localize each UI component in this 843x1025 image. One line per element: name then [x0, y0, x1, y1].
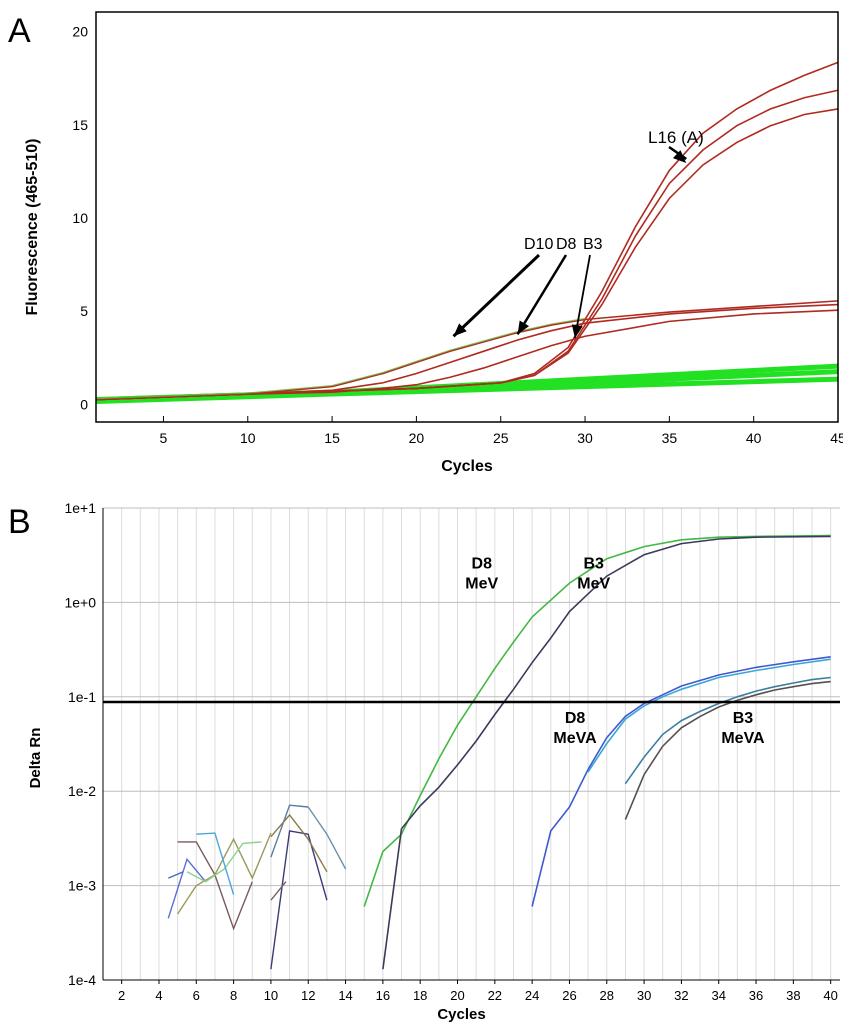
annotation-arrowhead [453, 323, 467, 337]
delta-rn-curve-3 [531, 656, 831, 907]
panel-b-chart: 2 4 6 8 10 12 14 16 18 20 22 24 26 28 30 32 34 36 38 401e+1… [27, 500, 840, 1023]
x-tick-label: 16 [376, 988, 390, 1003]
x-tick-label: 8 [230, 988, 237, 1003]
annotation-arrowhead [672, 150, 687, 163]
x-tick-label: 10 [264, 988, 278, 1003]
x-tick-label: 2 [118, 988, 125, 1003]
delta-rn-curve-16 [270, 881, 287, 901]
delta-rn-curve-5 [624, 680, 831, 820]
annotation-label: D10 [524, 236, 553, 253]
panel-a-chart: 5 10 15 20 25 30 35 40 45 0 5 10 15 20 Cycles Fluoresce… [24, 11, 843, 475]
x-tick-label: 30 [577, 430, 593, 446]
curve-label: D8 [565, 710, 586, 727]
x-tick-label: 32 [674, 988, 688, 1003]
y-tick-label: 1e-2 [68, 783, 96, 799]
delta-rn-curve-7 [167, 857, 207, 919]
overlay-curve [95, 317, 586, 400]
panel-b-label: B [8, 503, 31, 541]
annotation-arrowhead [571, 324, 583, 339]
x-tick-label: 12 [301, 988, 315, 1003]
annotation-arrow [452, 253, 541, 338]
delta-rn-curve-17 [168, 871, 184, 879]
delta-rn-curve-11 [196, 832, 235, 895]
x-tick-label: 4 [155, 988, 162, 1003]
annotation-label: B3 [583, 236, 603, 253]
x-tick-label: 22 [488, 988, 502, 1003]
x-tick-label: 45 [830, 430, 843, 446]
x-tick-label: 10 [240, 430, 256, 446]
delta-rn-curve-12 [270, 830, 328, 970]
y-tick-label: 10 [72, 210, 88, 226]
y-axis-label: Delta Rn [27, 728, 44, 789]
amplification-curve-2 [95, 303, 839, 401]
delta-rn-curve-1 [363, 534, 831, 907]
y-tick-label: 1e-1 [68, 689, 96, 705]
x-tick-label: 5 [160, 430, 168, 446]
delta-rn-curve-6 [624, 676, 831, 785]
x-tick-label: 15 [324, 430, 340, 446]
curve-label: MeV [465, 575, 498, 592]
annotation-arrow [516, 254, 568, 336]
annotation-arrow [574, 254, 591, 339]
y-axis-label: Fluorescence (465-510) [24, 139, 41, 316]
y-tick-label: 1e-4 [68, 972, 96, 988]
delta-rn-curve-9 [177, 832, 272, 915]
x-axis-label: Cycles [441, 458, 493, 475]
delta-rn-curve-2 [382, 535, 831, 970]
curve-label: MeV [577, 575, 610, 592]
curve-label: MeVA [721, 730, 765, 747]
amplification-curve-5 [95, 89, 839, 401]
x-tick-label: 35 [662, 430, 678, 446]
delta-rn-curve-10 [186, 841, 262, 883]
x-tick-label: 40 [823, 988, 837, 1003]
panel-a-label: A [8, 12, 31, 50]
y-tick-label: 20 [72, 24, 88, 40]
y-tick-label: 5 [80, 303, 88, 319]
x-tick-label: 26 [562, 988, 576, 1003]
x-tick-label: 36 [749, 988, 763, 1003]
y-tick-label: 1e-3 [68, 878, 96, 894]
delta-rn-curve-15 [307, 806, 347, 870]
x-tick-label: 38 [786, 988, 800, 1003]
amplification-curve-4 [95, 61, 839, 401]
amplification-curve-6 [95, 108, 839, 401]
x-tick-label: 28 [600, 988, 614, 1003]
x-tick-label: 40 [746, 430, 762, 446]
y-tick-label: 1e+1 [64, 500, 96, 516]
x-tick-label: 30 [637, 988, 651, 1003]
y-tick-label: 15 [72, 117, 88, 133]
amplification-curve-1 [95, 300, 839, 401]
plot-frame [95, 11, 839, 423]
x-tick-label: 18 [413, 988, 427, 1003]
annotation-label: L16 (A) [648, 128, 704, 147]
x-tick-label: 14 [338, 988, 352, 1003]
annotation-arrowhead [517, 320, 530, 335]
amplification-curve-3 [95, 309, 839, 401]
curve-label: B3 [583, 555, 604, 572]
annotation-label: D8 [556, 236, 577, 253]
y-tick-label: 1e+0 [64, 594, 96, 610]
curve-label: D8 [472, 555, 493, 572]
x-tick-label: 20 [409, 430, 425, 446]
x-tick-label: 25 [493, 430, 509, 446]
delta-rn-curve-14 [270, 813, 328, 873]
curve-label: MeVA [553, 730, 597, 747]
x-tick-label: 24 [525, 988, 539, 1003]
curve-label: B3 [733, 710, 754, 727]
x-tick-label: 20 [450, 988, 464, 1003]
delta-rn-curve-4 [587, 658, 831, 773]
x-tick-label: 6 [193, 988, 200, 1003]
y-tick-label: 0 [80, 396, 88, 412]
delta-rn-curve-13 [270, 804, 309, 858]
x-axis-label: Cycles [437, 1006, 485, 1023]
x-tick-label: 34 [711, 988, 725, 1003]
